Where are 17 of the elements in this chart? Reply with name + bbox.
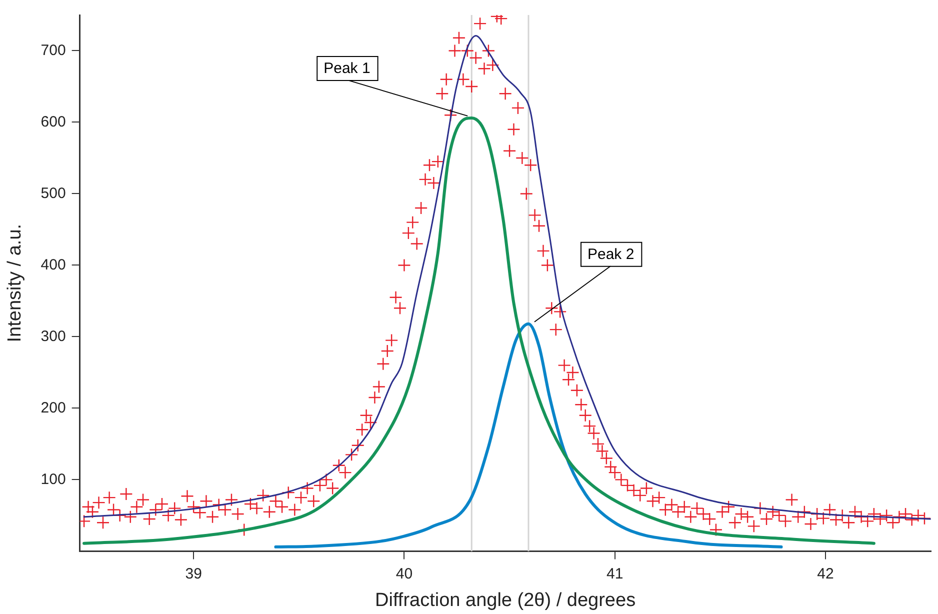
y-tick-label: 300 [40,328,66,345]
x-tick-label: 40 [396,565,413,582]
x-tick-label: 41 [606,565,624,582]
x-tick-label: 39 [185,565,202,582]
y-tick-label: 100 [40,470,66,488]
y-tick-label: 500 [40,184,66,202]
y-tick-label: 600 [40,113,66,130]
y-tick-label: 400 [40,256,66,274]
annotation: Peak 1 [324,60,370,78]
y-tick-label: 700 [40,42,66,59]
line-series [274,322,783,548]
x-axis-title: Diffraction angle (2θ) / degrees [375,590,636,611]
line-series [82,116,876,545]
y-axis-title: Intensity / a.u. [4,224,26,342]
annotation: Peak 2 [587,246,634,263]
x-tick-label: 42 [817,565,834,582]
y-tick-label: 200 [40,399,66,416]
